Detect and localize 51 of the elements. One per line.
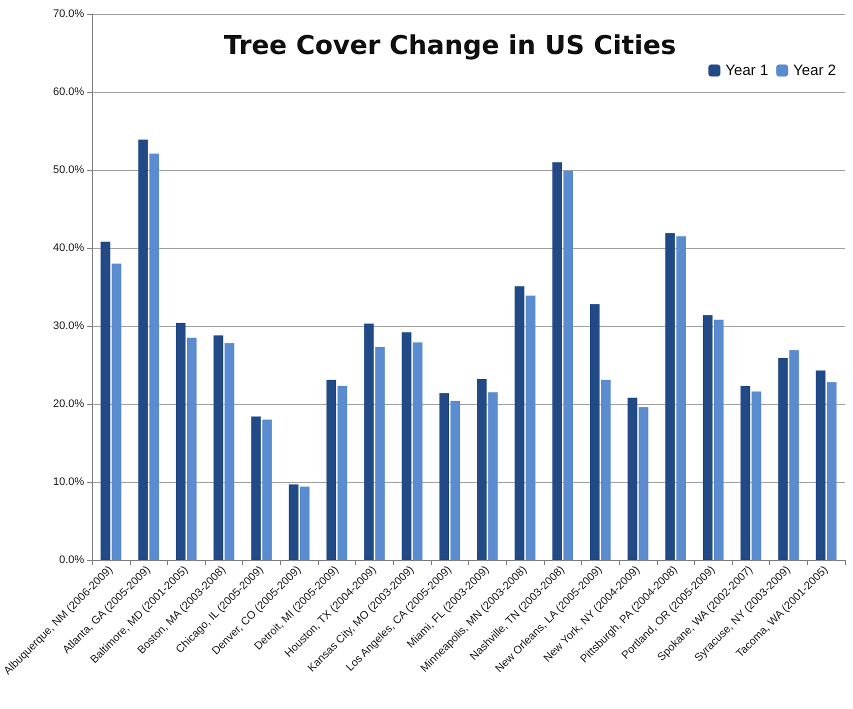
bar: [251, 416, 261, 560]
bar: [638, 407, 648, 560]
bar: [816, 370, 826, 560]
bar: [563, 170, 574, 560]
bar: [714, 320, 724, 560]
y-tick-label: 10.0%: [52, 476, 84, 488]
bar: [112, 264, 122, 560]
y-tick-label: 0.0%: [59, 554, 84, 566]
y-tick-label: 40.0%: [52, 242, 84, 254]
bar: [778, 358, 788, 560]
bar: [224, 343, 234, 560]
y-tick-label: 30.0%: [52, 320, 84, 332]
legend-label: Year 1: [725, 62, 768, 79]
text: Tree Cover Change in US Cities: [224, 31, 676, 61]
bar: [100, 242, 110, 560]
bar: [288, 484, 298, 560]
bar: [676, 236, 686, 560]
bar: [477, 379, 487, 560]
bar: [186, 338, 197, 560]
bar: [439, 393, 450, 560]
bar: [665, 233, 675, 560]
bar: [826, 382, 837, 560]
bar: [526, 296, 536, 560]
bar: [514, 286, 524, 560]
bar: [752, 392, 762, 560]
bar: [601, 380, 611, 560]
bar: [412, 342, 422, 560]
bar: [740, 386, 750, 560]
bar: [364, 324, 374, 560]
y-tick-label: 60.0%: [52, 86, 84, 98]
bar: [149, 154, 159, 560]
bar: [375, 347, 385, 560]
bar: [176, 322, 186, 560]
bar: [402, 332, 412, 560]
y-tick-label: 20.0%: [52, 398, 84, 410]
bar: [628, 398, 638, 560]
bar: [488, 392, 498, 560]
bar: [590, 304, 600, 560]
bar: [138, 140, 148, 560]
bar: [450, 400, 460, 560]
bar: [552, 162, 562, 560]
bar: [300, 486, 310, 560]
bar: [702, 315, 713, 560]
y-tick-label: 70.0%: [52, 8, 84, 20]
bar: [789, 350, 799, 560]
bar: [262, 420, 272, 560]
legend-label: Year 2: [793, 62, 836, 79]
y-tick-label: 50.0%: [52, 164, 84, 176]
bar: [338, 386, 348, 560]
bar: [326, 380, 336, 560]
bar: [214, 335, 224, 560]
